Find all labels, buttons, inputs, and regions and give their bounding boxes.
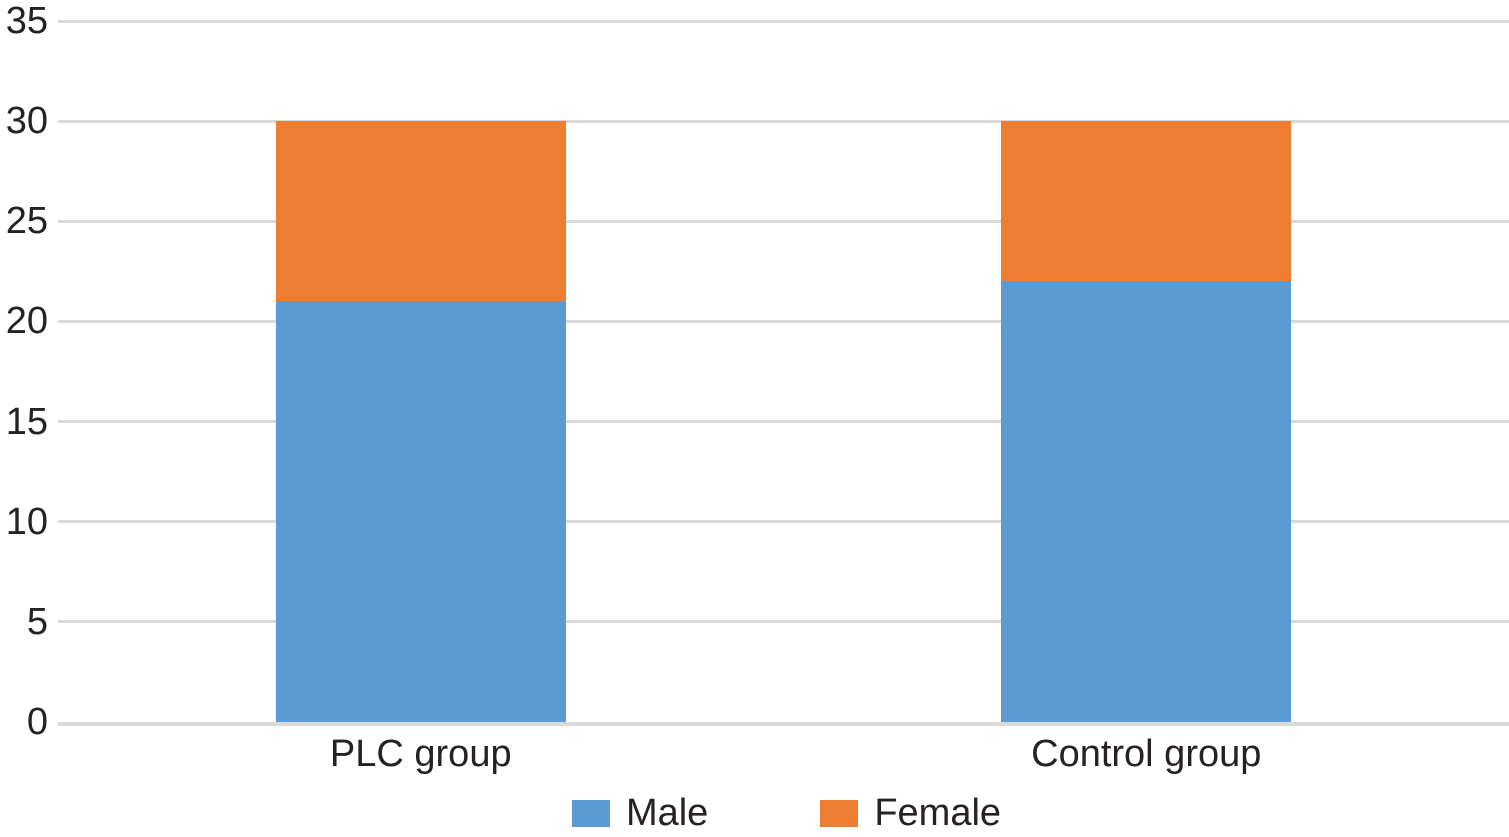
- bar-segment-female-2: [1001, 121, 1292, 282]
- y-tick-label: 10: [5, 500, 48, 543]
- legend-item-male: Male: [571, 792, 709, 834]
- bar-segment-male-2: [1001, 281, 1292, 722]
- y-tick-label: 0: [26, 701, 48, 743]
- gridline: [58, 620, 1509, 624]
- legend-label-male: Male: [625, 792, 709, 834]
- x-category-label: PLC group: [329, 733, 512, 775]
- legend-item-female: Female: [820, 794, 1001, 832]
- legend-swatch-male: [571, 799, 610, 827]
- bar-segment-female-1: [275, 121, 566, 302]
- gridline: [58, 19, 1509, 23]
- legend: Male Female: [0, 794, 1509, 832]
- y-tick-label: 20: [5, 300, 48, 343]
- y-tick-label: 5: [26, 600, 48, 643]
- gridline: [58, 420, 1509, 424]
- y-tick-label: 25: [5, 200, 48, 243]
- legend-swatch-female: [820, 799, 859, 827]
- y-tick-label: 15: [5, 400, 48, 443]
- gridline: [58, 722, 1509, 726]
- gridline: [58, 319, 1509, 323]
- gridline: [58, 119, 1509, 123]
- bar-segment-male-1: [275, 301, 566, 722]
- y-tick-label: 35: [5, 0, 48, 42]
- legend-label-female: Female: [874, 792, 1002, 834]
- gridline: [58, 219, 1509, 223]
- y-tick-label: 30: [5, 100, 48, 143]
- x-category-label: Control group: [1031, 733, 1262, 775]
- gridline: [58, 520, 1509, 524]
